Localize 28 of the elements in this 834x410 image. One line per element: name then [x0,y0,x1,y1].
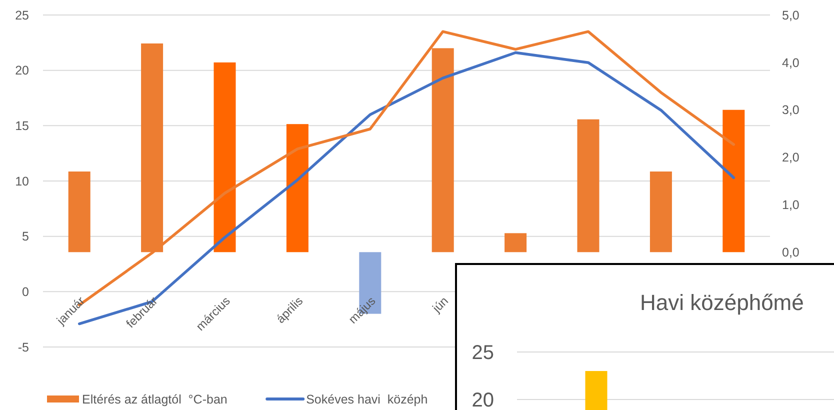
y-tick-label: 10 [15,174,30,188]
x-tick-label: jún [429,294,451,316]
chart-title: Havi középhőmé [640,290,804,315]
y-tick-label: 0 [22,285,30,300]
bar [286,124,308,252]
legend-label: Eltérés az átlagtól °C-ban [82,392,228,406]
y-tick-label: 25 [472,342,494,364]
bar [650,172,672,252]
bar [504,233,527,252]
y-tick-label: 20 [472,390,494,410]
y2-tick-label: 3,0 [782,103,800,118]
y-tick-label: 5 [22,230,30,244]
bar [141,43,164,252]
bar [68,172,90,252]
y-tick-label: -5 [18,340,30,354]
legend-label: Sokéves havi középh [306,392,428,406]
bar [214,62,236,252]
y2-tick-label: 2,0 [782,150,800,165]
y2-tick-label: 4,0 [782,56,800,70]
bar [432,48,454,252]
y2-tick-label: 0,0 [782,246,800,260]
y-tick-label: 25 [15,8,30,22]
bar [577,119,600,252]
y2-tick-label: 5,0 [782,8,800,22]
y-tick-label: 15 [15,119,30,134]
y-tick-label: 20 [15,64,30,78]
y2-tick-label: 1,0 [782,198,800,212]
bar [722,110,745,252]
